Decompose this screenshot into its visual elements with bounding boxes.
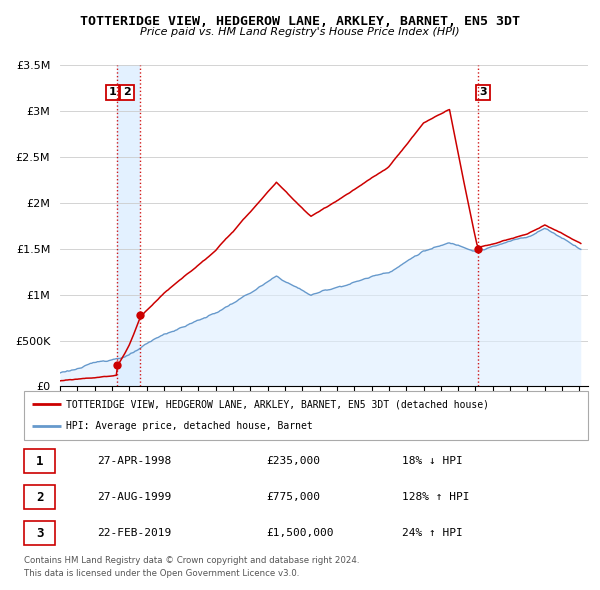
Text: HPI: Average price, detached house, Barnet: HPI: Average price, detached house, Barn… bbox=[66, 421, 313, 431]
Text: 2: 2 bbox=[123, 87, 131, 97]
Text: 1: 1 bbox=[109, 87, 116, 97]
Text: 18% ↓ HPI: 18% ↓ HPI bbox=[402, 456, 463, 466]
Text: 24% ↑ HPI: 24% ↑ HPI bbox=[402, 528, 463, 538]
Text: £1,500,000: £1,500,000 bbox=[266, 528, 334, 538]
Text: 3: 3 bbox=[479, 87, 487, 97]
Text: 128% ↑ HPI: 128% ↑ HPI bbox=[402, 492, 469, 502]
FancyBboxPatch shape bbox=[24, 521, 55, 545]
Text: £235,000: £235,000 bbox=[266, 456, 320, 466]
Text: TOTTERIDGE VIEW, HEDGEROW LANE, ARKLEY, BARNET, EN5 3DT (detached house): TOTTERIDGE VIEW, HEDGEROW LANE, ARKLEY, … bbox=[66, 399, 490, 409]
Text: 27-AUG-1999: 27-AUG-1999 bbox=[97, 492, 172, 502]
Text: TOTTERIDGE VIEW, HEDGEROW LANE, ARKLEY, BARNET, EN5 3DT: TOTTERIDGE VIEW, HEDGEROW LANE, ARKLEY, … bbox=[80, 15, 520, 28]
Text: Price paid vs. HM Land Registry's House Price Index (HPI): Price paid vs. HM Land Registry's House … bbox=[140, 27, 460, 37]
Text: 1: 1 bbox=[36, 454, 43, 467]
FancyBboxPatch shape bbox=[24, 449, 55, 473]
Text: 2: 2 bbox=[36, 490, 43, 504]
Text: 27-APR-1998: 27-APR-1998 bbox=[97, 456, 172, 466]
FancyBboxPatch shape bbox=[24, 485, 55, 509]
Text: £775,000: £775,000 bbox=[266, 492, 320, 502]
Text: This data is licensed under the Open Government Licence v3.0.: This data is licensed under the Open Gov… bbox=[24, 569, 299, 578]
Text: 22-FEB-2019: 22-FEB-2019 bbox=[97, 528, 172, 538]
Bar bbox=[118, 65, 140, 386]
Text: 3: 3 bbox=[36, 527, 43, 540]
Text: Contains HM Land Registry data © Crown copyright and database right 2024.: Contains HM Land Registry data © Crown c… bbox=[24, 556, 359, 565]
